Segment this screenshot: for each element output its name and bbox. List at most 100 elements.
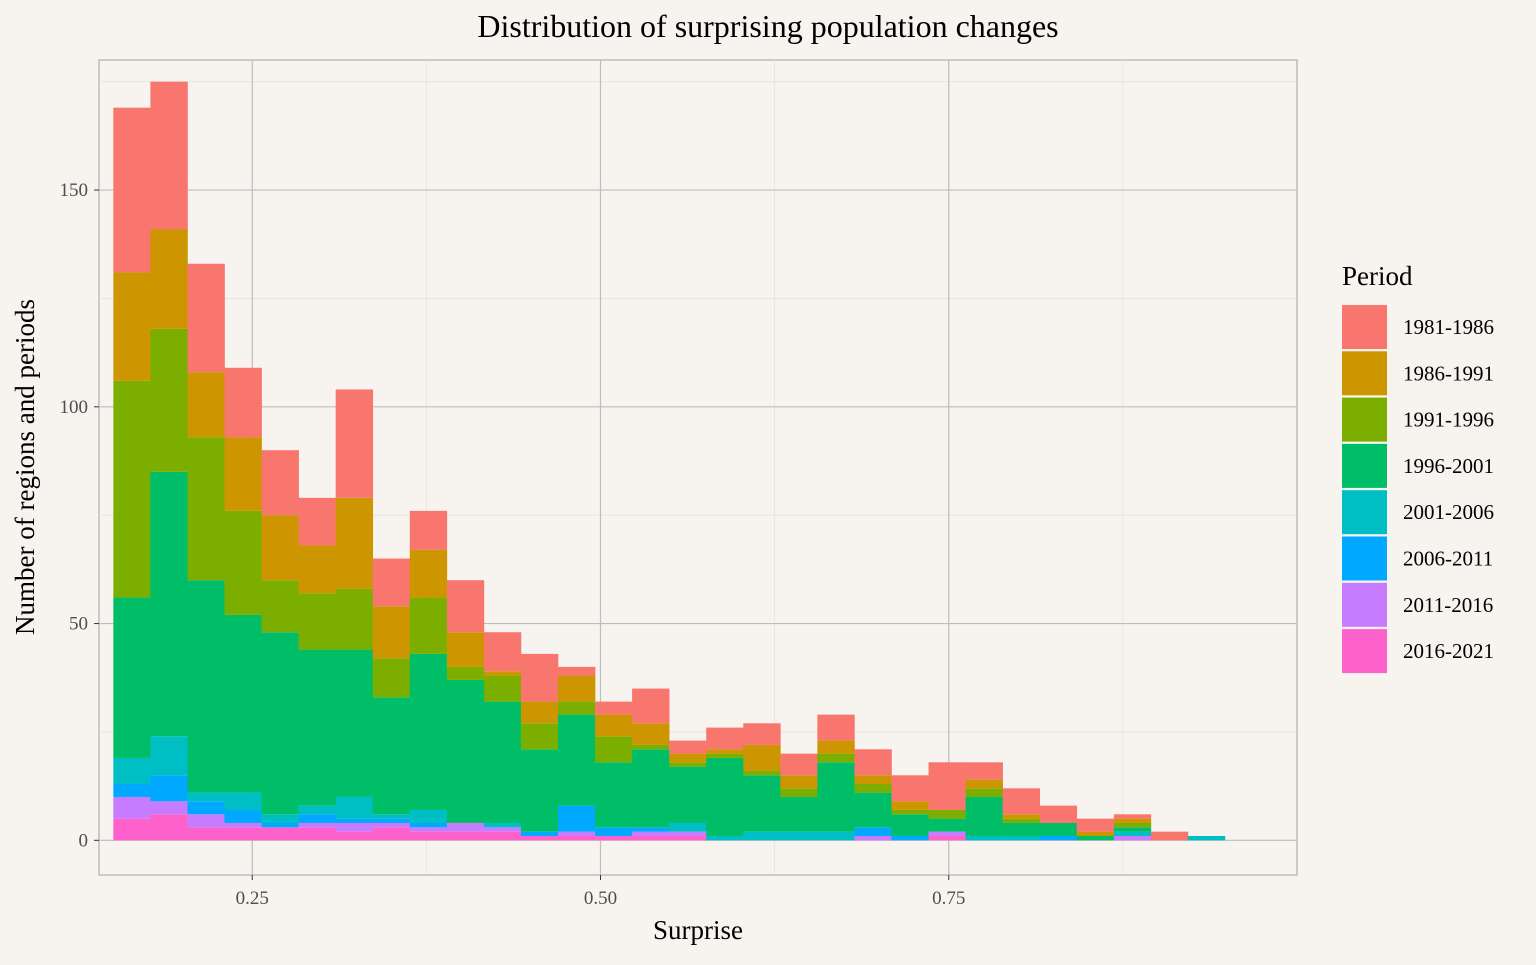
legend-label: 2011-2016 [1403,593,1493,617]
x-tick-label: 0.75 [932,888,965,909]
histogram-bar [817,740,855,754]
histogram-bar [1113,831,1152,836]
x-tick-label: 0.25 [236,888,269,909]
histogram-bar [632,831,670,836]
histogram-bar [706,835,744,841]
histogram-bar [224,822,262,828]
histogram-bar [483,632,522,672]
histogram-bar [706,753,744,758]
histogram-bar [557,805,596,832]
histogram-bar [409,597,448,654]
histogram-bar [520,749,559,832]
histogram-bar [706,749,744,754]
histogram-bar [150,328,188,472]
y-tick-label: 100 [60,397,89,418]
histogram-bar [669,822,707,832]
histogram-bar [298,497,336,546]
histogram-bar [298,593,336,650]
histogram-bar [557,835,596,841]
histogram-bar [113,272,151,381]
y-tick-label: 50 [69,614,88,635]
histogram-bar [113,380,151,598]
histogram-bar [891,809,929,815]
histogram-bar [595,714,633,737]
histogram-bar [372,658,411,698]
histogram-bar [187,827,225,841]
histogram-bar [817,753,855,763]
histogram-bar [1113,818,1152,823]
histogram-bar [150,229,188,329]
histogram-bar [965,779,1003,789]
legend-label: 2006-2011 [1403,547,1493,571]
histogram-bar [743,770,781,776]
histogram-bar [669,766,707,823]
histogram-bar [854,775,892,784]
histogram-bar [483,827,522,832]
legend-title: Period [1342,261,1413,291]
histogram-bar [446,831,485,841]
histogram-bar [557,675,596,702]
histogram-bar [743,723,781,745]
legend-label: 1986-1991 [1403,361,1494,385]
histogram-bar [261,827,299,841]
histogram-bar [224,510,262,615]
histogram-bar [1150,831,1189,841]
histogram-bar [632,688,670,724]
histogram-bar [409,822,448,828]
histogram-bar [520,831,559,836]
histogram-bar [595,762,633,828]
histogram-bar [446,666,485,680]
histogram-bar [632,723,670,745]
histogram-bar [483,671,522,676]
histogram-bar [1113,835,1152,841]
histogram-bar [928,818,966,832]
histogram-bar [1002,814,1041,819]
histogram-bar [1002,835,1041,841]
histogram-bar [298,814,336,823]
histogram-bar [446,632,485,667]
histogram-bar [372,558,411,607]
legend-label: 2016-2021 [1403,639,1494,663]
histogram-bar [224,792,262,810]
histogram-bar [150,81,188,230]
histogram-bar [520,653,559,702]
histogram-bar [372,814,411,819]
histogram-bar [335,588,374,650]
legend-label: 1991-1996 [1403,408,1494,432]
histogram-bar [891,814,929,836]
histogram-bar [298,805,336,815]
histogram-bar [409,549,448,598]
histogram-bar [187,814,225,828]
histogram-bar [557,666,596,676]
histogram-bar [632,749,670,828]
histogram-bar [743,775,781,832]
histogram-bar [520,723,559,750]
histogram-bar [891,835,929,841]
histogram-bar [557,714,596,806]
histogram-bar [1002,822,1041,836]
histogram-bar [854,792,892,828]
legend-swatch [1342,536,1387,581]
histogram-bar [113,597,151,758]
histogram-bar [1002,788,1041,815]
histogram-bar [817,714,855,741]
y-axis-ticks: 0 50 100 150 [60,180,99,851]
histogram-bar [632,744,670,750]
histogram-bar [1076,831,1115,836]
histogram-bar [743,831,781,841]
histogram-bar [409,809,448,823]
histogram-bar [224,367,262,438]
histogram-bar [113,818,151,841]
y-tick-label: 0 [79,830,89,851]
histogram-bar [928,809,966,819]
histogram-bar [150,814,188,841]
histogram-bar [335,796,374,819]
histogram-bar [483,831,522,841]
histogram-bar [965,796,1003,836]
histogram-bar [557,701,596,715]
histogram-bar [817,831,855,841]
legend: Period 1981-1986 1986-1991 1991-1996 1996-2… [1342,261,1494,674]
legend-swatch [1342,351,1387,396]
histogram-bar [595,827,633,836]
